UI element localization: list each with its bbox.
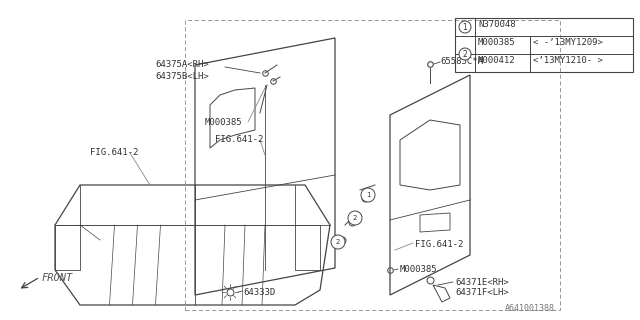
Text: 64333D: 64333D xyxy=(243,288,275,297)
Text: 1: 1 xyxy=(365,192,371,198)
Circle shape xyxy=(459,48,471,60)
Text: 2: 2 xyxy=(353,215,357,221)
Circle shape xyxy=(361,188,375,202)
Text: M000412: M000412 xyxy=(478,56,516,65)
Text: N370048: N370048 xyxy=(478,20,516,29)
Text: 2: 2 xyxy=(463,50,467,59)
Text: 65585C*A: 65585C*A xyxy=(440,57,483,66)
Text: 64371E<RH>: 64371E<RH> xyxy=(455,278,509,287)
Text: 64375B<LH>: 64375B<LH> xyxy=(155,72,209,81)
Text: < -’13MY1209>: < -’13MY1209> xyxy=(533,38,603,47)
Circle shape xyxy=(459,21,471,33)
Text: 1: 1 xyxy=(463,22,467,31)
Text: M000385: M000385 xyxy=(205,118,243,127)
Text: FRONT: FRONT xyxy=(42,273,73,283)
Text: M000385: M000385 xyxy=(400,265,438,274)
Text: FIG.641-2: FIG.641-2 xyxy=(90,148,138,157)
Text: 2: 2 xyxy=(336,239,340,245)
Text: <’13MY1210- >: <’13MY1210- > xyxy=(533,56,603,65)
Circle shape xyxy=(331,235,345,249)
Text: FIG.641-2: FIG.641-2 xyxy=(415,240,463,249)
Text: A641001388: A641001388 xyxy=(505,304,555,313)
Text: 64371F<LH>: 64371F<LH> xyxy=(455,288,509,297)
Bar xyxy=(455,18,633,72)
Text: 64375A<RH>: 64375A<RH> xyxy=(155,60,209,69)
Circle shape xyxy=(348,211,362,225)
Text: FIG.641-2: FIG.641-2 xyxy=(215,135,264,144)
Text: M000385: M000385 xyxy=(478,38,516,47)
